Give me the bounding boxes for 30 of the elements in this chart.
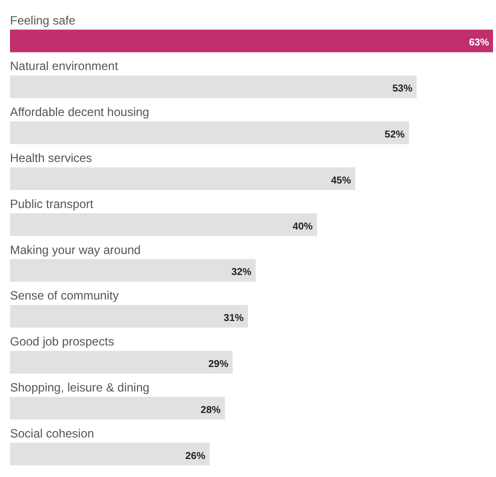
y-tick-label: Good job prospects — [10, 334, 114, 349]
bar — [10, 76, 417, 98]
bar — [10, 350, 233, 374]
data-label: 45% — [330, 175, 352, 186]
data-label: 32% — [231, 267, 252, 278]
y-tick-label: Health services — [10, 150, 92, 165]
data-label: 26% — [185, 450, 206, 462]
data-label: 40% — [292, 221, 313, 232]
y-tick-label: Public transport — [10, 196, 94, 211]
y-tick-label: Making your way around — [10, 242, 141, 257]
bar — [10, 30, 493, 52]
data-label: 28% — [200, 404, 221, 416]
y-tick-label: Social cohesion — [10, 426, 94, 440]
y-tick-label: Affordable decent housing — [10, 105, 150, 120]
bar — [10, 121, 409, 144]
bar — [10, 442, 210, 466]
y-tick-label: Feeling safe — [10, 13, 76, 28]
bar — [10, 167, 356, 190]
y-tick-label: Natural environment — [10, 59, 119, 74]
data-label: 29% — [208, 359, 228, 370]
y-tick-label: Shopping, leisure & dining — [10, 380, 150, 394]
bar — [10, 305, 248, 328]
data-label: 31% — [224, 313, 244, 324]
data-label: 52% — [384, 130, 405, 140]
bar — [10, 259, 256, 282]
data-label: 53% — [392, 84, 412, 95]
bar — [10, 396, 225, 420]
bar — [10, 213, 317, 236]
y-tick-label: Sense of community — [10, 288, 119, 303]
data-label: 63% — [468, 38, 490, 49]
